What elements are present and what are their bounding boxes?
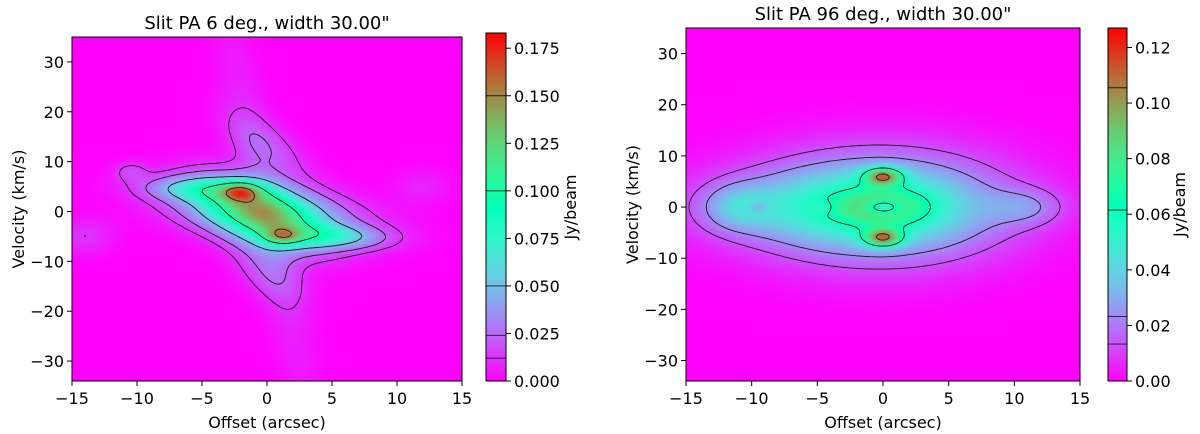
x-tick-label: 5 — [944, 389, 954, 408]
x-tick-label: −10 — [735, 389, 769, 408]
contour-level-3 — [167, 176, 363, 252]
y-tick-label: 30 — [658, 45, 678, 64]
x-tick-label: −5 — [190, 389, 214, 408]
colorbar-tick-label: 0.125 — [514, 134, 560, 153]
contour-level-1 — [688, 144, 1061, 270]
contour-level-2 — [705, 156, 1042, 258]
y-tick-label: −20 — [30, 302, 64, 321]
colorbar — [486, 33, 506, 381]
colorbar-tick-label: 0.100 — [514, 182, 560, 201]
colorbar-frame — [1107, 27, 1128, 382]
y-tick-label: −30 — [30, 352, 64, 371]
x-tick-label: −10 — [120, 389, 154, 408]
colorbar — [1108, 28, 1127, 381]
colorbar-tick-label: 0.08 — [1135, 150, 1171, 169]
x-axis-label: Offset (arcsec) — [208, 413, 325, 432]
heatmap-image — [72, 37, 462, 381]
colorbar-tick-label: 0.025 — [514, 324, 560, 343]
colorbar-tick-label: 0.06 — [1135, 205, 1171, 224]
y-tick-label: 20 — [658, 96, 678, 115]
x-tick-label: 5 — [327, 389, 337, 408]
contour-level-3 — [827, 167, 931, 247]
y-axis-label: Velocity (km/s) — [9, 150, 28, 269]
colorbar-tick-label: 0.10 — [1135, 94, 1171, 113]
y-tick-label: 0 — [54, 202, 64, 221]
colorbar-tick-label: 0.150 — [514, 87, 560, 106]
y-tick-label: 20 — [44, 103, 64, 122]
colorbar-label: Jy/beam — [561, 175, 580, 241]
y-axis-label: Velocity (km/s) — [623, 145, 642, 264]
chart-title: Slit PA 6 deg., width 30.00" — [144, 13, 389, 34]
contour-level-4 — [201, 182, 320, 244]
x-tick-label: 0 — [878, 389, 888, 408]
x-tick-label: 15 — [452, 389, 472, 408]
chart-panel-1: −15 −10 −5 0 5 10 15 −30 −20 −10 0 10 20 30 Slit PA 6 … — [9, 13, 580, 432]
y-tick-label: 30 — [44, 53, 64, 72]
heatmap-image — [686, 28, 1080, 381]
x-tick-label: −15 — [669, 389, 703, 408]
contour-level-4 — [875, 173, 890, 241]
x-tick-label: 0 — [262, 389, 272, 408]
colorbar-tick-label: 0.12 — [1135, 38, 1171, 57]
x-tick-label: −15 — [55, 389, 89, 408]
contour-level-5 — [225, 187, 292, 238]
colorbar-tick-label: 0.000 — [514, 372, 560, 391]
colorbar-tick-label: 0.075 — [514, 229, 560, 248]
x-axis-label: Offset (arcsec) — [824, 413, 941, 432]
colorbar-tick-label: 0.050 — [514, 277, 560, 296]
chart-title: Slit PA 96 deg., width 30.00" — [755, 4, 1012, 25]
colorbar-tick-label: 0.02 — [1135, 316, 1171, 335]
colorbar-frame — [485, 32, 507, 382]
x-tick-label: 10 — [1004, 389, 1024, 408]
y-tick-label: −10 — [30, 252, 64, 271]
colorbar-tick-label: 0.175 — [514, 39, 560, 58]
chart-panel-2: −15 −10 −5 0 5 10 15 −30 −20 −10 0 10 20 30 Slit PA 96… — [623, 4, 1189, 432]
colorbar-label: Jy/beam — [1170, 172, 1189, 238]
y-tick-label: 0 — [668, 198, 678, 217]
x-tick-label: 10 — [387, 389, 407, 408]
x-tick-label: 15 — [1070, 389, 1090, 408]
y-tick-label: −30 — [644, 352, 678, 371]
contour-level-2 — [145, 133, 387, 285]
colorbar-tick-label: 0.00 — [1135, 372, 1171, 391]
y-tick-label: −20 — [644, 300, 678, 319]
x-tick-label: −5 — [806, 389, 830, 408]
y-tick-label: 10 — [44, 153, 64, 172]
y-tick-label: 10 — [658, 147, 678, 166]
contour-level-1 — [83, 107, 404, 310]
y-tick-label: −10 — [644, 249, 678, 268]
colorbar-tick-label: 0.04 — [1135, 261, 1171, 280]
